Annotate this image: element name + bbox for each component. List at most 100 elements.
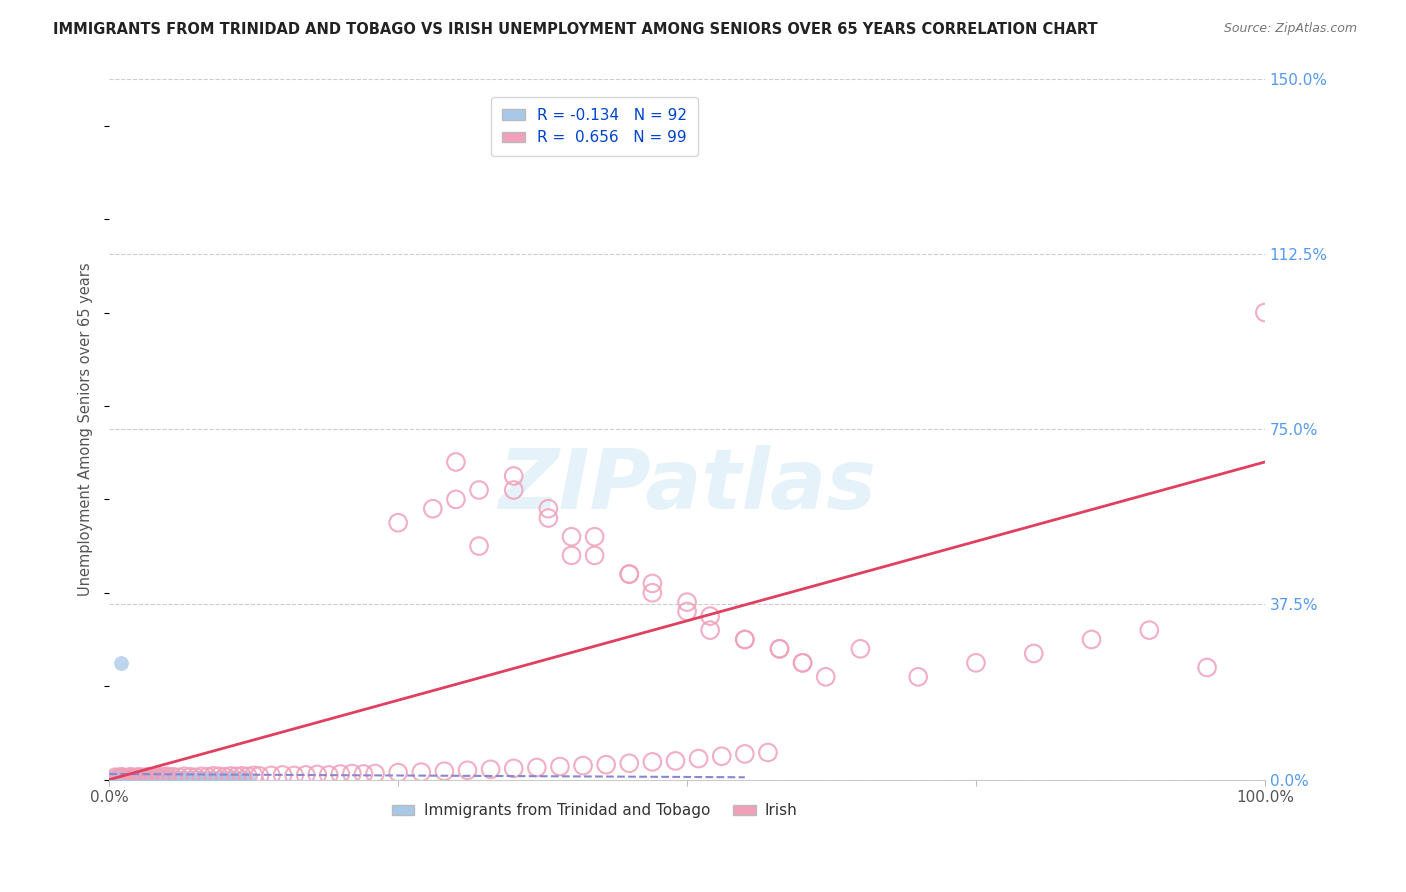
Point [105,769,128,783]
Point [664,754,686,768]
Point [110,771,132,785]
Point [167,771,190,785]
Point [111,770,134,784]
Point [112,770,135,784]
Point [173,770,195,784]
Point [202,769,225,783]
Point [688,751,710,765]
Point [734,632,756,647]
Point [167,770,190,784]
Point [225,771,247,785]
Point [260,768,283,782]
Point [110,770,132,784]
Point [411,765,433,780]
Point [118,770,141,784]
Point [156,771,179,785]
Point [162,770,184,784]
Point [104,770,127,784]
Point [110,656,132,670]
Point [1197,660,1219,674]
Point [148,770,170,784]
Point [208,770,231,784]
Point [105,770,128,784]
Point [294,768,316,782]
Point [353,767,375,781]
Point [120,770,142,784]
Point [641,576,664,591]
Point [208,769,231,783]
Point [112,771,135,785]
Point [572,758,595,772]
Point [117,771,139,785]
Point [115,770,138,784]
Point [136,770,159,784]
Point [143,770,166,784]
Point [179,771,201,785]
Point [139,771,162,785]
Point [583,549,606,563]
Point [101,770,124,784]
Point [114,771,136,785]
Point [124,771,146,785]
Point [107,771,129,785]
Point [560,549,582,563]
Point [190,769,212,783]
Point [145,770,167,784]
Point [131,771,153,785]
Point [107,769,129,783]
Point [112,770,135,784]
Point [138,770,160,784]
Point [768,641,790,656]
Point [768,641,790,656]
Point [162,771,184,785]
Point [118,771,141,785]
Point [444,492,467,507]
Point [128,771,150,785]
Point [526,760,548,774]
Point [112,769,135,783]
Point [387,516,409,530]
Point [1254,305,1277,319]
Point [135,771,157,785]
Point [165,770,187,784]
Point [329,767,352,781]
Point [537,511,560,525]
Point [153,770,176,784]
Point [107,771,129,785]
Text: Source: ZipAtlas.com: Source: ZipAtlas.com [1223,22,1357,36]
Point [108,770,131,784]
Point [271,768,294,782]
Point [127,770,149,784]
Point [110,770,132,784]
Point [214,771,236,785]
Point [101,770,124,784]
Point [145,770,167,784]
Point [468,539,491,553]
Point [444,455,467,469]
Point [307,767,329,781]
Point [134,770,156,784]
Point [1137,623,1160,637]
Point [142,771,165,785]
Point [118,770,141,784]
Y-axis label: Unemployment Among Seniors over 65 years: Unemployment Among Seniors over 65 years [79,262,93,596]
Point [127,770,149,784]
Point [676,604,699,618]
Point [173,769,195,783]
Point [120,770,142,784]
Point [236,769,259,783]
Text: ZIPatlas: ZIPatlas [498,445,876,526]
Point [111,771,134,785]
Point [112,770,135,784]
Point [340,766,363,780]
Point [108,770,131,784]
Point [219,770,242,784]
Point [225,769,247,783]
Point [202,771,225,785]
Point [110,769,132,783]
Point [112,770,135,784]
Point [184,770,207,784]
Point [115,770,138,784]
Point [179,770,201,784]
Point [150,771,173,785]
